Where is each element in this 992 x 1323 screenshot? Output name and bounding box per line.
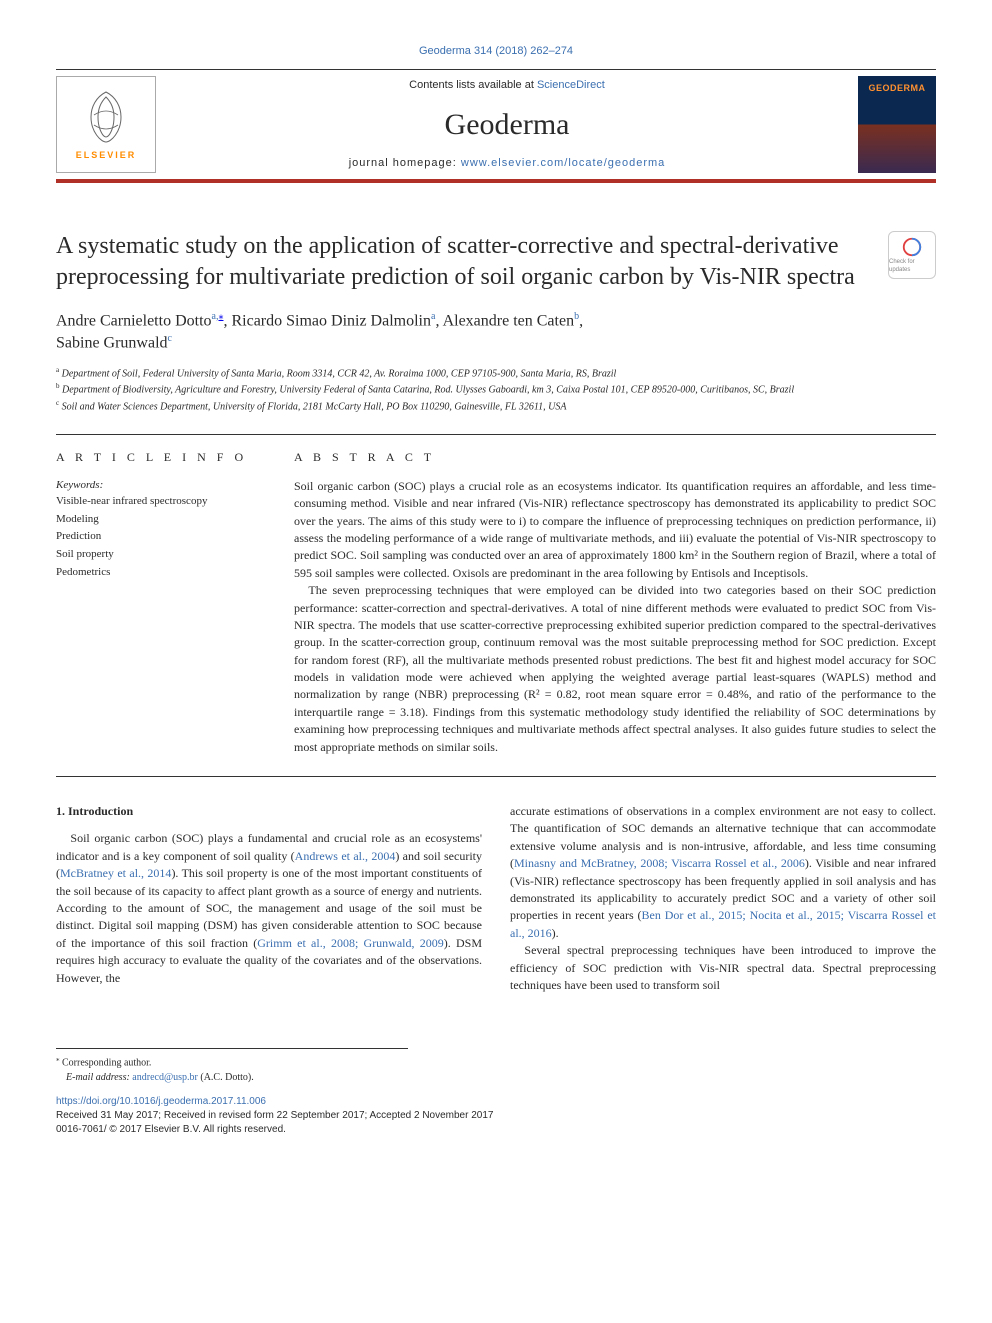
email-suffix: (A.C. Dotto). bbox=[198, 1072, 254, 1083]
body: 1. Introduction Soil organic carbon (SOC… bbox=[56, 803, 936, 994]
cover-thumbnail: GEODERMA bbox=[858, 76, 936, 173]
divider bbox=[56, 776, 936, 777]
body-right-column: accurate estimations of observations in … bbox=[510, 803, 936, 994]
footnotes: ⁎ Corresponding author. E-mail address: … bbox=[56, 1048, 408, 1084]
body-text: ). bbox=[552, 926, 559, 940]
article-title: A systematic study on the application of… bbox=[56, 231, 872, 293]
keyword: Visible-near infrared spectroscopy bbox=[56, 493, 266, 511]
section-heading: 1. Introduction bbox=[56, 803, 482, 820]
journal-name: Geoderma bbox=[156, 104, 858, 146]
keyword: Pedometrics bbox=[56, 564, 266, 582]
crossmark-badge[interactable]: Check for updates bbox=[888, 231, 936, 279]
homepage-link[interactable]: www.elsevier.com/locate/geoderma bbox=[461, 157, 665, 169]
doi-link[interactable]: https://doi.org/10.1016/j.geoderma.2017.… bbox=[56, 1096, 266, 1107]
cover-title: GEODERMA bbox=[868, 82, 925, 95]
crossmark-label: Check for updates bbox=[889, 258, 935, 275]
elsevier-logo: ELSEVIER bbox=[56, 76, 156, 173]
author-4-aff: c bbox=[168, 333, 172, 344]
abstract-p1: Soil organic carbon (SOC) plays a crucia… bbox=[294, 478, 936, 582]
keywords-list: Visible-near infrared spectroscopy Model… bbox=[56, 493, 266, 581]
masthead: ELSEVIER Contents lists available at Sci… bbox=[56, 69, 936, 183]
homepage-line: journal homepage: www.elsevier.com/locat… bbox=[156, 156, 858, 171]
elsevier-text: ELSEVIER bbox=[76, 149, 137, 162]
body-paragraph: Soil organic carbon (SOC) plays a fundam… bbox=[56, 830, 482, 987]
citation-line: Geoderma 314 (2018) 262–274 bbox=[56, 44, 936, 59]
citation-link[interactable]: Grimm et al., 2008; Grunwald, 2009 bbox=[257, 936, 443, 950]
author-comma: , bbox=[579, 312, 583, 329]
abstract-label: A B S T R A C T bbox=[294, 449, 936, 466]
body-paragraph: Several spectral preprocessing technique… bbox=[510, 942, 936, 994]
divider bbox=[56, 434, 936, 435]
affiliation-a: Department of Soil, Federal University o… bbox=[62, 368, 617, 379]
contents-prefix: Contents lists available at bbox=[409, 79, 537, 91]
affiliation-b: Department of Biodiversity, Agriculture … bbox=[62, 385, 794, 396]
issn-line: 0016-7061/ © 2017 Elsevier B.V. All righ… bbox=[56, 1123, 936, 1137]
body-paragraph: accurate estimations of observations in … bbox=[510, 803, 936, 942]
body-left-column: 1. Introduction Soil organic carbon (SOC… bbox=[56, 803, 482, 994]
author-2-prefix: , Ricardo Simao Diniz Dalmolin bbox=[223, 312, 431, 329]
affiliations: a Department of Soil, Federal University… bbox=[56, 365, 936, 414]
citation-link[interactable]: McBratney et al., 2014 bbox=[60, 866, 171, 880]
affiliation-c: Soil and Water Sciences Department, Univ… bbox=[62, 401, 567, 412]
email-label: E-mail address: bbox=[66, 1072, 132, 1083]
keyword: Modeling bbox=[56, 511, 266, 529]
keyword: Prediction bbox=[56, 528, 266, 546]
article-info: A R T I C L E I N F O Keywords: Visible-… bbox=[56, 449, 266, 756]
author-3-prefix: , Alexandre ten Caten bbox=[435, 312, 574, 329]
doi-block: https://doi.org/10.1016/j.geoderma.2017.… bbox=[56, 1095, 936, 1137]
authors: Andre Carnieletto Dottoa,⁎, Ricardo Sima… bbox=[56, 310, 936, 355]
citation-link[interactable]: Andrews et al., 2004 bbox=[295, 849, 396, 863]
sciencedirect-link[interactable]: ScienceDirect bbox=[537, 79, 605, 91]
keyword: Soil property bbox=[56, 546, 266, 564]
homepage-prefix: journal homepage: bbox=[349, 157, 461, 169]
article-info-label: A R T I C L E I N F O bbox=[56, 449, 266, 466]
corresponding-author-label: Corresponding author. bbox=[62, 1058, 151, 1069]
received-line: Received 31 May 2017; Received in revise… bbox=[56, 1109, 936, 1123]
citation-link[interactable]: Minasny and McBratney, 2008; Viscarra Ro… bbox=[514, 856, 805, 870]
author-1: Andre Carnieletto Dotto bbox=[56, 312, 212, 329]
contents-line: Contents lists available at ScienceDirec… bbox=[156, 78, 858, 93]
abstract-p2: The seven preprocessing techniques that … bbox=[294, 582, 936, 756]
email-link[interactable]: andrecd@usp.br bbox=[132, 1072, 198, 1083]
keywords-label: Keywords: bbox=[56, 478, 266, 493]
abstract: A B S T R A C T Soil organic carbon (SOC… bbox=[294, 449, 936, 756]
author-4: Sabine Grunwald bbox=[56, 335, 168, 352]
